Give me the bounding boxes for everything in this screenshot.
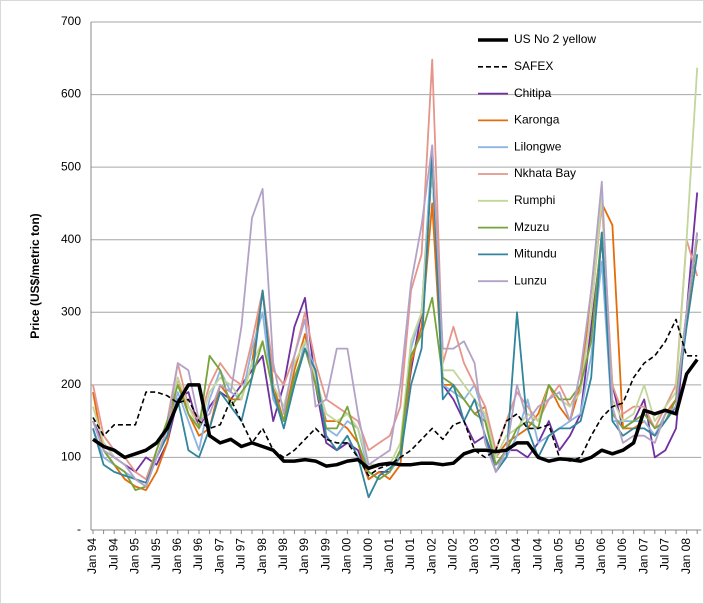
x-tick-label: Jul 06: [615, 538, 629, 570]
x-tick-label: Jan 99: [297, 538, 311, 574]
legend-label: SAFEX: [514, 59, 553, 73]
x-tick-label: Jul 99: [318, 538, 332, 570]
legend-label: US No 2 yellow: [514, 32, 596, 46]
x-tick-label: Jan 98: [255, 538, 269, 574]
legend-label: Chitipa: [514, 86, 552, 100]
series-line: [92, 144, 699, 488]
y-tick-label: 300: [61, 304, 81, 318]
y-tick-label: 200: [61, 377, 81, 391]
x-tick-label: Jan 97: [212, 538, 226, 574]
x-tick-label: Jan 01: [382, 538, 396, 574]
x-tick-label: Jan 05: [552, 538, 566, 574]
series-line: [92, 318, 698, 477]
legend-label: Lunzu: [514, 273, 547, 287]
y-tick-label: 400: [61, 232, 81, 246]
legend-label: Rumphi: [514, 193, 555, 207]
x-tick-label: Jan 96: [170, 538, 184, 574]
y-tick-label: 100: [61, 450, 81, 464]
x-tick-label: Jul 05: [573, 538, 587, 570]
y-tick-label: 600: [61, 87, 81, 101]
legend-label: Mitundu: [514, 247, 557, 261]
y-tick-label: 700: [61, 14, 81, 28]
legend-label: Karonga: [514, 113, 560, 127]
x-tick-label: Jul 02: [446, 538, 460, 570]
x-tick-label: Jan 07: [636, 538, 650, 574]
x-tick-label: Jul 94: [106, 538, 120, 570]
legend-label: Lilongwe: [514, 139, 562, 153]
y-axis-label: Price (US$/metric ton): [28, 213, 42, 338]
legend-label: Nkhata Bay: [514, 166, 576, 180]
x-tick-label: Jul 98: [276, 538, 290, 570]
series-line: [92, 67, 699, 484]
legend-label: Mzuzu: [514, 220, 549, 234]
y-tick-label: -: [77, 522, 81, 536]
x-tick-label: Jul 96: [191, 538, 205, 570]
x-tick-label: Jan 00: [340, 538, 354, 574]
x-tick-label: Jan 06: [594, 538, 608, 574]
x-tick-label: Jul 07: [658, 538, 672, 570]
x-tick-label: Jul 00: [361, 538, 375, 570]
x-tick-label: Jan 94: [85, 538, 99, 574]
y-tick-label: 500: [61, 159, 81, 173]
x-tick-label: Jan 04: [509, 538, 523, 574]
x-tick-label: Jan 08: [679, 538, 693, 574]
x-tick-label: Jul 03: [488, 538, 502, 570]
x-tick-label: Jan 95: [128, 538, 142, 574]
x-tick-label: Jan 02: [424, 538, 438, 574]
x-tick-label: Jul 97: [234, 538, 248, 570]
x-tick-label: Jul 01: [403, 538, 417, 570]
series-line: [92, 358, 699, 471]
x-tick-label: Jul 95: [149, 538, 163, 570]
x-tick-label: Jul 04: [530, 538, 544, 570]
x-tick-label: Jan 03: [467, 538, 481, 574]
